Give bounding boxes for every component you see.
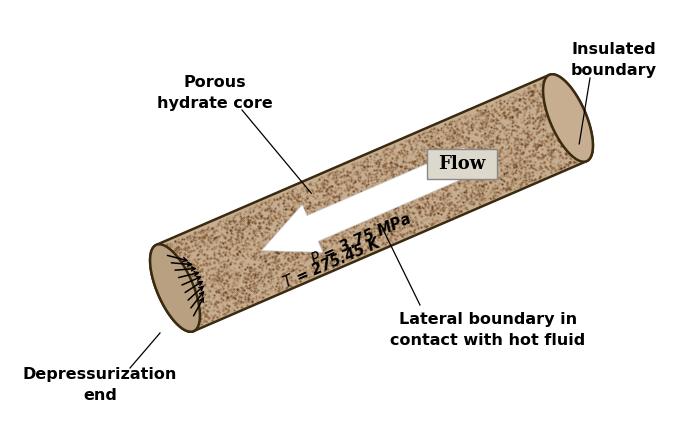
FancyBboxPatch shape (427, 149, 497, 179)
Polygon shape (543, 74, 593, 162)
Polygon shape (150, 74, 593, 332)
Text: Insulated
boundary: Insulated boundary (571, 42, 657, 78)
Text: Porous
hydrate core: Porous hydrate core (157, 75, 273, 111)
Text: Depressurization
end: Depressurization end (23, 367, 177, 403)
Text: Flow: Flow (438, 155, 486, 173)
Text: $T$ = 275.45 K: $T$ = 275.45 K (280, 233, 385, 290)
Text: Lateral boundary in
contact with hot fluid: Lateral boundary in contact with hot flu… (390, 312, 586, 348)
Polygon shape (262, 148, 475, 252)
Polygon shape (150, 244, 200, 332)
Text: $P$ = 3.75 MPa: $P$ = 3.75 MPa (308, 210, 414, 268)
